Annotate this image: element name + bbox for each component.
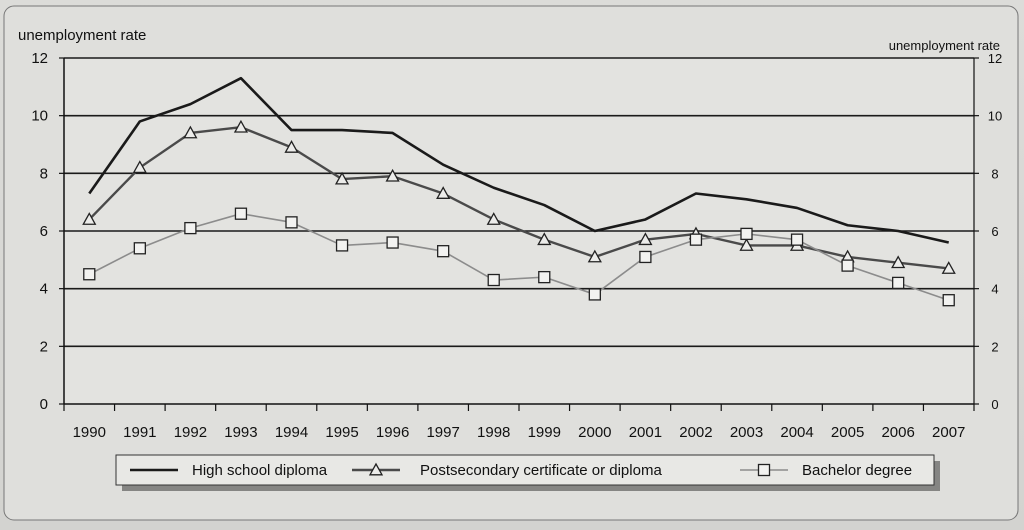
x-tick-1992: 1992 <box>174 424 207 441</box>
x-tick-2002: 2002 <box>679 424 712 441</box>
series-2-point-1996 <box>386 236 399 249</box>
series-2-point-1995 <box>335 239 349 252</box>
series-1-point-1990 <box>82 212 97 225</box>
series-1-point-2006 <box>891 255 906 269</box>
series-line-1 <box>88 125 949 270</box>
series-2-point-2003 <box>740 227 753 241</box>
y-tick-left-8: 8 <box>40 165 48 182</box>
x-tick-2005: 2005 <box>831 424 864 441</box>
series-1-point-2003 <box>739 238 754 251</box>
gridlines <box>64 57 974 348</box>
y-axis-left-title: unemployment rate <box>18 27 146 44</box>
series-2-point-1998 <box>487 273 500 287</box>
x-tick-2004: 2004 <box>780 424 813 441</box>
y-tick-left-0: 0 <box>40 396 48 413</box>
axes <box>59 57 979 411</box>
y-tick-right-0: 0 <box>991 397 998 412</box>
legend: High school diploma Postsecondary certifi… <box>115 454 940 491</box>
series-1-point-2001 <box>638 232 653 246</box>
x-tick-1999: 1999 <box>528 424 561 441</box>
series-1-point-1995 <box>334 171 350 185</box>
series-2-point-1993 <box>234 207 248 220</box>
series-line-2 <box>88 212 949 301</box>
y-tick-right-6: 6 <box>991 224 998 239</box>
series-2-point-2000 <box>588 288 601 301</box>
series-1-point-1999 <box>537 232 552 246</box>
series-layer <box>82 76 956 307</box>
x-tick-1995: 1995 <box>325 424 358 441</box>
x-tick-1996: 1996 <box>376 424 409 441</box>
series-2-point-2001 <box>639 250 652 264</box>
y-tick-right-4: 4 <box>991 282 998 297</box>
x-tick-2000: 2000 <box>578 424 611 441</box>
series-2-point-2004 <box>790 233 804 246</box>
series-1-point-2007 <box>941 261 956 274</box>
series-1-point-1996 <box>385 168 400 182</box>
series-2-point-1990 <box>83 268 96 281</box>
x-tick-1990: 1990 <box>73 424 106 441</box>
y-tick-left-10: 10 <box>31 108 48 125</box>
legend-box <box>115 454 935 486</box>
series-1-point-1997 <box>436 186 451 199</box>
series-1-point-1993 <box>233 119 249 133</box>
y-tick-right-12: 12 <box>988 51 1002 66</box>
series-2-point-1999 <box>538 270 551 284</box>
y-tick-left-6: 6 <box>40 223 48 240</box>
y-tick-left-2: 2 <box>40 338 48 355</box>
series-1-point-2000 <box>587 249 602 263</box>
x-tick-2007: 2007 <box>932 424 965 441</box>
y-tick-left-4: 4 <box>40 281 48 298</box>
y-tick-left-12: 12 <box>31 50 48 67</box>
x-tick-2003: 2003 <box>730 424 763 441</box>
series-2-point-1997 <box>437 245 450 258</box>
series-2 <box>83 207 955 307</box>
legend-label-1: Postsecondary certificate or diploma <box>420 462 662 479</box>
series-2-point-2005 <box>841 259 854 272</box>
y-tick-right-10: 10 <box>988 109 1002 124</box>
legend-marker-1 <box>368 462 384 476</box>
y-axis-right-title: unemployment rate <box>889 38 1000 53</box>
series-1-point-1992 <box>183 125 198 139</box>
series-2-point-2007 <box>942 294 955 307</box>
x-tick-2001: 2001 <box>629 424 662 441</box>
series-2-point-2002 <box>689 233 703 246</box>
x-tick-1998: 1998 <box>477 424 510 441</box>
x-tick-1993: 1993 <box>224 424 257 441</box>
series-1-point-1991 <box>132 160 147 174</box>
x-tick-1994: 1994 <box>275 424 308 441</box>
y-tick-right-8: 8 <box>991 166 998 181</box>
series-1-point-1994 <box>284 140 299 153</box>
series-2-point-1991 <box>133 242 146 255</box>
series-2-point-1994 <box>285 216 298 229</box>
series-2-point-1992 <box>184 221 197 235</box>
x-tick-1991: 1991 <box>123 424 156 441</box>
series-1-point-1998 <box>486 212 501 225</box>
x-tick-2006: 2006 <box>881 424 914 441</box>
x-tick-1997: 1997 <box>426 424 459 441</box>
y-tick-right-2: 2 <box>991 339 998 354</box>
legend-label-0: High school diploma <box>192 462 328 479</box>
series-2-point-2006 <box>892 276 905 290</box>
tick-labels: 0 0 2 2 4 4 6 6 8 8 10 10 12 12 1990 1991 1992 1993 1994 19… <box>31 50 1002 441</box>
series-0 <box>88 76 950 244</box>
legend-marker-2 <box>757 463 771 477</box>
series-line-0 <box>88 76 950 244</box>
legend-label-2: Bachelor degree <box>802 462 912 479</box>
